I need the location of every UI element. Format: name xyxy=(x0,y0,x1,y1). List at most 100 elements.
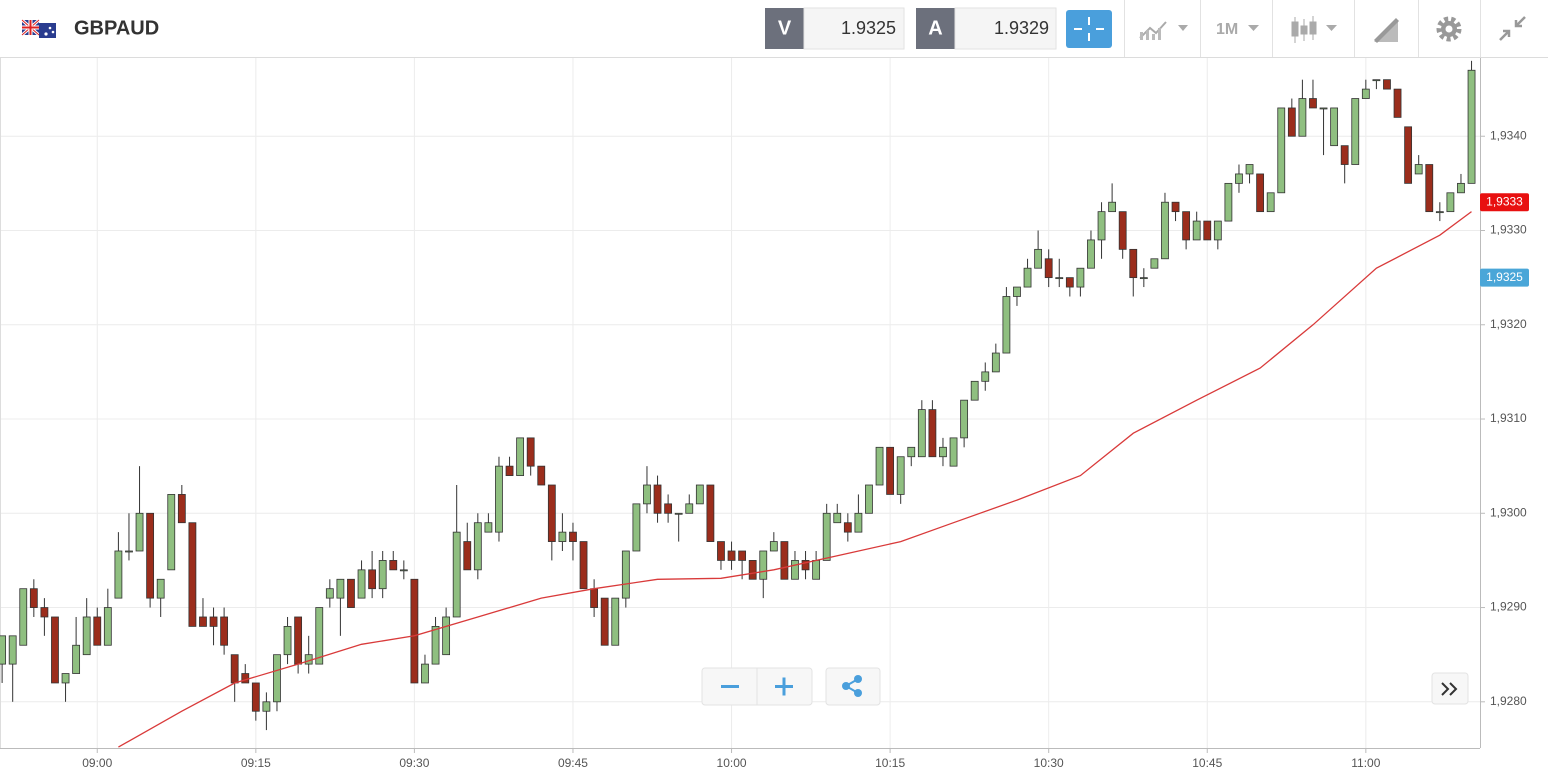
symbol: GBPAUD xyxy=(74,17,159,39)
candle-body xyxy=(8,635,17,665)
timeframe-button[interactable]: 1M xyxy=(1216,21,1259,38)
candle-body xyxy=(114,550,123,599)
candle-body xyxy=(674,512,683,515)
candle-body xyxy=(421,663,429,684)
candle-body xyxy=(1383,79,1391,90)
candle-body xyxy=(93,616,102,646)
candle-body xyxy=(738,550,747,561)
candle-body xyxy=(579,541,588,590)
candle-body xyxy=(0,635,7,665)
candle-body xyxy=(569,531,577,542)
candle-body xyxy=(1245,164,1254,175)
scroll-right-button[interactable] xyxy=(1431,672,1469,705)
candle-body xyxy=(1361,88,1370,99)
candle-body xyxy=(505,465,514,476)
candle-body xyxy=(526,437,535,467)
candle-body xyxy=(1044,258,1053,279)
candle-body xyxy=(294,616,303,665)
candle-body xyxy=(1372,79,1381,82)
buy-button[interactable] xyxy=(916,8,955,49)
candle-body xyxy=(1256,173,1265,213)
toolbar-separators xyxy=(1124,0,1481,57)
candle-body xyxy=(410,578,419,684)
candle-body xyxy=(29,588,38,608)
candle-body xyxy=(695,484,704,505)
candle-body xyxy=(241,673,250,684)
candle-body xyxy=(939,446,947,458)
candle-body xyxy=(1161,201,1169,260)
indicators-button[interactable] xyxy=(1139,21,1188,40)
candle-body xyxy=(653,484,662,514)
candle-body xyxy=(558,531,567,542)
candle-body xyxy=(1425,164,1434,213)
candle-body xyxy=(643,484,651,505)
candle-body xyxy=(1457,182,1465,194)
fullscreen-button[interactable] xyxy=(1499,16,1526,41)
candle-body xyxy=(199,616,207,627)
buy-label: A xyxy=(928,17,942,39)
candle-body xyxy=(1330,107,1339,147)
candle-body xyxy=(822,512,831,561)
sell-price: 1.9325 xyxy=(841,18,896,38)
share-button[interactable] xyxy=(825,667,881,706)
candle-body xyxy=(759,550,768,580)
candle-body xyxy=(537,465,546,486)
price-badge xyxy=(1480,268,1529,287)
candle-body xyxy=(389,560,398,571)
candle-body xyxy=(156,578,165,599)
candle-body xyxy=(1150,258,1159,269)
candle-body xyxy=(875,446,884,486)
candle-body xyxy=(1224,182,1233,222)
drawing-tools-button[interactable] xyxy=(1374,18,1399,43)
candle-body xyxy=(61,673,70,684)
chart-type-button[interactable] xyxy=(1291,16,1337,43)
candle-body xyxy=(273,654,281,703)
candle-body xyxy=(1213,220,1222,241)
sell-price-box xyxy=(803,7,905,50)
candle-body xyxy=(970,380,979,401)
price-badge-label: 1,9325 xyxy=(1486,270,1523,284)
sell-button[interactable] xyxy=(765,8,804,49)
candle-body xyxy=(1108,201,1117,213)
candle-body xyxy=(167,494,176,571)
zoom-controls xyxy=(701,667,813,706)
candle-body xyxy=(991,352,1000,373)
candle-body xyxy=(1076,267,1085,288)
x-tick-label: 10:45 xyxy=(1192,756,1222,770)
candle-body xyxy=(632,503,641,552)
candle-body xyxy=(1203,220,1212,241)
candle-body xyxy=(463,541,472,571)
x-tick-label: 11:00 xyxy=(1351,756,1380,770)
x-tick-label: 09:30 xyxy=(399,756,429,770)
settings-button[interactable] xyxy=(1436,16,1462,42)
candle-body xyxy=(82,616,91,656)
candle-body xyxy=(325,588,334,599)
candle-body xyxy=(547,484,556,542)
candle-body xyxy=(1435,211,1444,214)
candle-body xyxy=(1287,107,1296,137)
candle-body xyxy=(442,616,451,656)
candle-body xyxy=(1414,164,1423,175)
candle-body xyxy=(1235,173,1243,184)
candle-body xyxy=(917,409,926,458)
flag xyxy=(21,18,56,38)
marks-layer: 1,9280 1,9290 1,9300 1,9310 1,9320 1,9330 1,93… xyxy=(0,60,1529,770)
candle-body xyxy=(949,437,958,467)
candle-body xyxy=(19,588,28,646)
candle-body xyxy=(315,607,324,665)
candle-body xyxy=(1319,107,1328,110)
candle-body xyxy=(833,512,842,524)
x-tick-label: 10:30 xyxy=(1034,756,1064,770)
candle-body xyxy=(907,446,916,458)
x-tick-label: 09:45 xyxy=(558,756,588,770)
x-tick-label: 10:15 xyxy=(875,756,905,770)
timeframe: 1M xyxy=(1216,21,1238,38)
moving-average xyxy=(118,211,1472,748)
candle-body xyxy=(1182,211,1191,241)
candle-body xyxy=(865,484,873,514)
crosshair-button[interactable] xyxy=(1066,10,1112,48)
candle-body xyxy=(188,522,197,627)
candle-body xyxy=(1055,277,1064,280)
candle-body xyxy=(769,541,778,552)
candle-body xyxy=(378,560,387,590)
